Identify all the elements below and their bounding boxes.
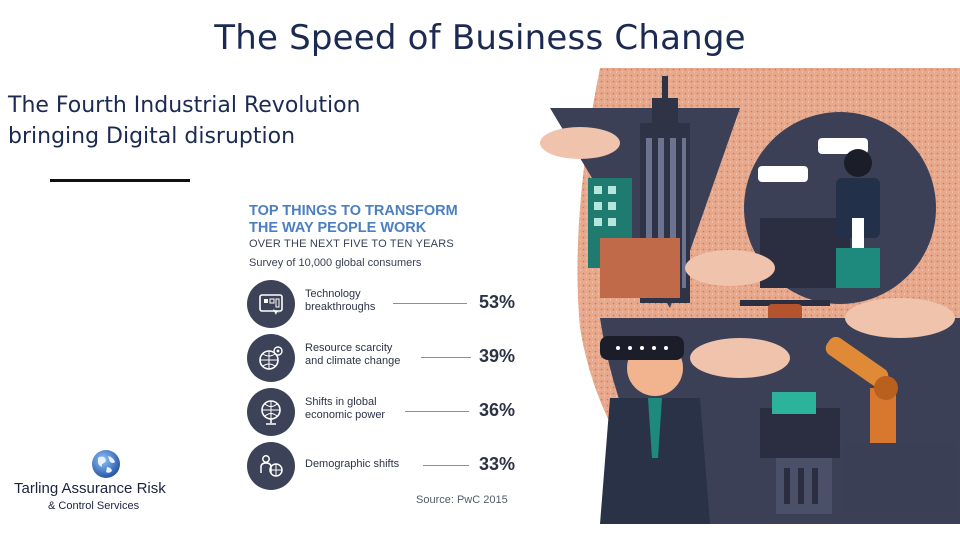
resource-globe-icon xyxy=(247,334,295,382)
item-resource-scarcity: Resource scarcity and climate change 39% xyxy=(247,334,517,382)
item-percentage: 33% xyxy=(478,454,515,474)
item-percentage: 36% xyxy=(478,400,515,420)
item-label-line-2: breakthroughs xyxy=(305,301,376,313)
globe-logo-icon xyxy=(92,450,120,478)
future-of-work-illustration xyxy=(540,68,960,524)
subtitle-line-2: bringing Digital disruption xyxy=(8,124,296,149)
item-label-line-1: Technology xyxy=(305,288,361,300)
leader-line xyxy=(421,357,471,358)
item-label-line-1: Demographic shifts xyxy=(305,458,400,470)
slide-subtitle: The Fourth Industrial Revolution bringin… xyxy=(8,90,428,152)
skyscraper-icon xyxy=(588,76,690,303)
item-percentage: 39% xyxy=(478,346,515,366)
divider-rule xyxy=(50,179,190,182)
slide-title: The Speed of Business Change xyxy=(214,18,746,58)
demographic-icon xyxy=(247,442,295,490)
company-logo: Tarling Assurance Risk & Control Service… xyxy=(10,448,190,518)
infographic-period: OVER THE NEXT FIVE TO TEN YEARS xyxy=(249,238,454,250)
subtitle-line-1: The Fourth Industrial Revolution xyxy=(8,93,361,118)
office-worker-scene xyxy=(744,112,936,304)
item-percentage: 53% xyxy=(478,292,515,312)
logo-subtitle: & Control Services xyxy=(48,500,140,512)
item-demographic-shifts: Demographic shifts 33% xyxy=(247,442,517,490)
item-label-line-2: economic power xyxy=(305,409,386,421)
robotic-arm-icon xyxy=(760,336,955,514)
item-label-line-2: and climate change xyxy=(305,355,401,367)
cloud-shapes xyxy=(540,127,955,378)
technology-icon xyxy=(247,280,295,328)
chat-bubble-icon xyxy=(758,166,808,182)
infographic-title-line-2: THE WAY PEOPLE WORK xyxy=(249,220,427,236)
vr-headset-person xyxy=(600,336,710,524)
item-label-line-1: Resource scarcity xyxy=(305,342,393,354)
leader-line xyxy=(423,465,469,466)
infographic-source: Source: PwC 2015 xyxy=(416,494,508,506)
leader-line xyxy=(393,303,467,304)
item-economic-power: Shifts in global economic power 36% xyxy=(247,388,517,436)
economic-globe-icon xyxy=(247,388,295,436)
infographic-survey: Survey of 10,000 global consumers xyxy=(249,257,422,269)
item-technology: Technology breakthroughs 53% xyxy=(247,280,517,328)
logo-name: Tarling Assurance Risk xyxy=(14,480,166,497)
infographic-title: TOP THINGS TO TRANSFORM THE WAY PEOPLE W… xyxy=(249,203,509,237)
leader-line xyxy=(405,411,469,412)
item-label-line-1: Shifts in global xyxy=(305,396,377,408)
infographic-title-line-1: TOP THINGS TO TRANSFORM xyxy=(249,203,458,219)
